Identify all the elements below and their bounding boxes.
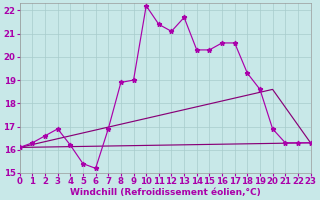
X-axis label: Windchill (Refroidissement éolien,°C): Windchill (Refroidissement éolien,°C) [70, 188, 260, 197]
